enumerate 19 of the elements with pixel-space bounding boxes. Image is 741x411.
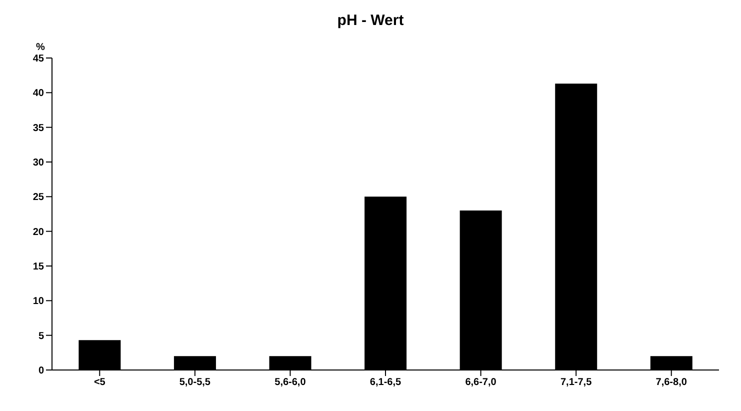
y-tick-label: 40	[32, 88, 44, 100]
y-tick-label: 45	[32, 54, 44, 65]
y-tick-label: 5	[38, 330, 44, 342]
y-tick-label: 10	[32, 296, 44, 308]
x-tick-label: 5,6-6,0	[274, 377, 306, 388]
y-tick-label: 25	[32, 192, 44, 204]
y-axis-title: %	[36, 42, 45, 53]
x-tick-label: 7,6-8,0	[656, 377, 688, 388]
x-tick-label: 6,6-7,0	[465, 377, 497, 388]
y-tick-label: 15	[32, 262, 44, 273]
y-tick-label: 0	[38, 366, 44, 377]
y-tick-label: 20	[32, 226, 44, 238]
x-tick-label: 6,1-6,5	[370, 377, 402, 388]
y-tick-label: 30	[32, 158, 44, 169]
x-tick-label: 5,0-5,5	[179, 377, 211, 388]
x-tick-label: 7,1-7,5	[560, 377, 592, 388]
x-tick-label: <5	[94, 377, 106, 388]
chart-title: pH - Wert	[336, 11, 405, 31]
y-tick-label: 35	[32, 122, 44, 134]
